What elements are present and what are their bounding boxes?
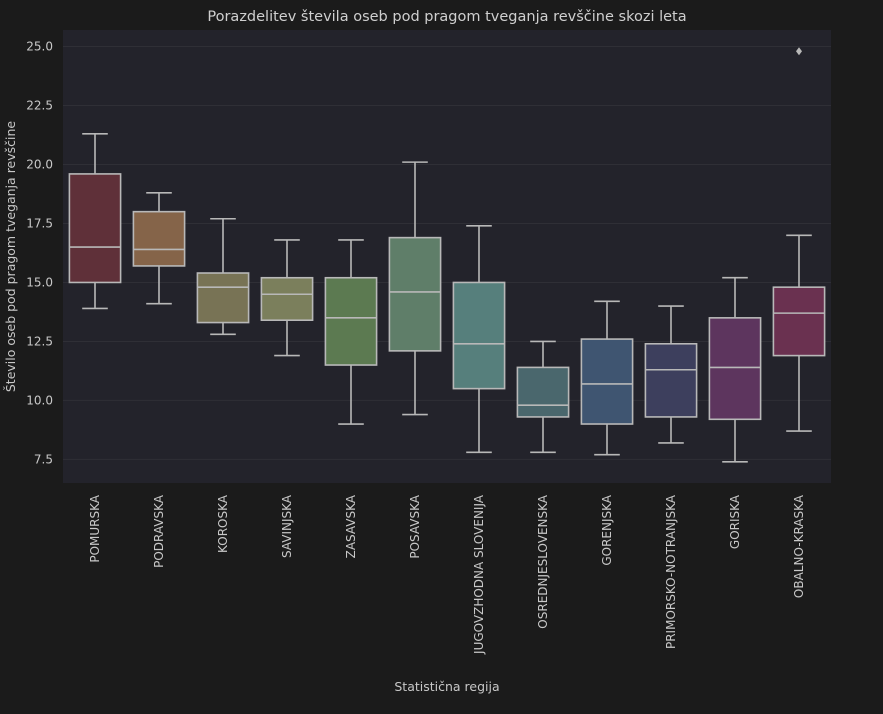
iqr-box xyxy=(708,317,762,421)
box-osrednjeslovenska xyxy=(516,340,570,454)
box-layer xyxy=(68,47,826,463)
iqr-box xyxy=(516,366,570,418)
box-zasavska xyxy=(324,239,378,425)
iqr-box xyxy=(644,342,698,418)
x-tick-label: GORISKA xyxy=(728,494,742,549)
y-tick-label: 7.5 xyxy=(34,452,53,466)
grid-layer xyxy=(63,46,831,460)
box-pomurska xyxy=(68,133,122,310)
box-jugovzhodna-slovenija xyxy=(452,225,506,454)
y-axis-label: Število oseb pod pragom tveganja revščin… xyxy=(3,121,18,393)
box-koroska xyxy=(196,217,250,336)
y-tick-label: 15.0 xyxy=(26,275,53,289)
y-tick-label: 12.5 xyxy=(26,334,53,348)
iqr-box xyxy=(132,210,186,267)
x-tick-label: POSAVSKA xyxy=(408,494,422,558)
x-tick-label: PODRAVSKA xyxy=(152,494,166,568)
y-tick-label: 17.5 xyxy=(26,216,53,230)
x-tick-label: SAVINJSKA xyxy=(280,494,294,558)
x-tick-label: GORENJSKA xyxy=(600,494,614,565)
iqr-box xyxy=(324,276,378,366)
iqr-box xyxy=(68,173,122,284)
x-tick-label: JUGOVZHODNA SLOVENIJA xyxy=(472,494,486,655)
x-axis-ticks: POMURSKA PODRAVSKA KOROSKA SAVINJSKA ZASAVSK… xyxy=(88,494,806,655)
chart-title: Porazdelitev števila oseb pod pragom tve… xyxy=(207,9,686,25)
box-primorsko-notranjska xyxy=(644,305,698,444)
x-tick-label: PRIMORSKO-NOTRANJSKA xyxy=(664,494,678,649)
y-tick-label: 20.0 xyxy=(26,157,53,171)
iqr-box xyxy=(388,236,442,352)
box-podravska xyxy=(132,191,186,305)
x-tick-label: OSREDNJESLOVENSKA xyxy=(536,494,550,628)
x-tick-label: POMURSKA xyxy=(88,494,102,562)
y-tick-label: 22.5 xyxy=(26,99,53,113)
box-gorenjska xyxy=(580,300,634,456)
x-tick-label: OBALNO-KRASKA xyxy=(792,494,806,598)
x-tick-label: KOROSKA xyxy=(216,494,230,553)
iqr-box xyxy=(196,272,250,324)
outlier-point xyxy=(796,47,802,56)
y-tick-label: 25.0 xyxy=(26,40,53,54)
box-savinjska xyxy=(260,239,314,357)
y-tick-label: 10.0 xyxy=(26,393,53,407)
y-axis-ticks: 7.5 10.0 12.5 15.0 17.5 20.0 22.5 25.0 xyxy=(26,40,53,467)
box-goriska xyxy=(708,276,762,463)
x-axis-label: Statistična regija xyxy=(394,679,499,694)
iqr-box xyxy=(452,281,506,390)
iqr-box xyxy=(772,286,826,357)
x-tick-label: ZASAVSKA xyxy=(344,494,358,558)
box-obalno-kraska xyxy=(772,47,826,432)
box-posavska xyxy=(388,161,442,416)
iqr-box xyxy=(260,276,314,322)
iqr-box xyxy=(580,338,634,425)
